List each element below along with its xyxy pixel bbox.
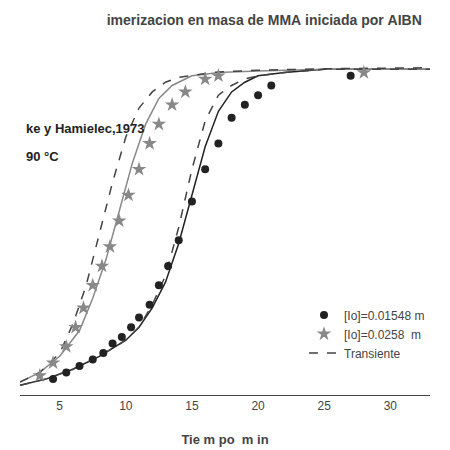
svg-text:ke y Hamielec,1973: ke y Hamielec,1973 (26, 121, 145, 136)
svg-text:90 °C: 90 °C (26, 149, 59, 164)
svg-text:5: 5 (56, 399, 63, 413)
svg-text:Tie m po m in: Tie m po m in (181, 432, 268, 447)
svg-text:Transiente: Transiente (344, 347, 401, 361)
svg-text:[Io]=0.0258 m: [Io]=0.0258 m (344, 328, 421, 342)
svg-text:10: 10 (119, 399, 133, 413)
svg-text:[Io]=0.01548 m: [Io]=0.01548 m (344, 309, 424, 323)
svg-text:25: 25 (318, 399, 332, 413)
svg-text:30: 30 (384, 399, 398, 413)
svg-text:15: 15 (185, 399, 199, 413)
svg-text:imerizacion en masa de MMA ini: imerizacion en masa de MMA iniciada por … (107, 12, 422, 28)
svg-text:20: 20 (251, 399, 265, 413)
